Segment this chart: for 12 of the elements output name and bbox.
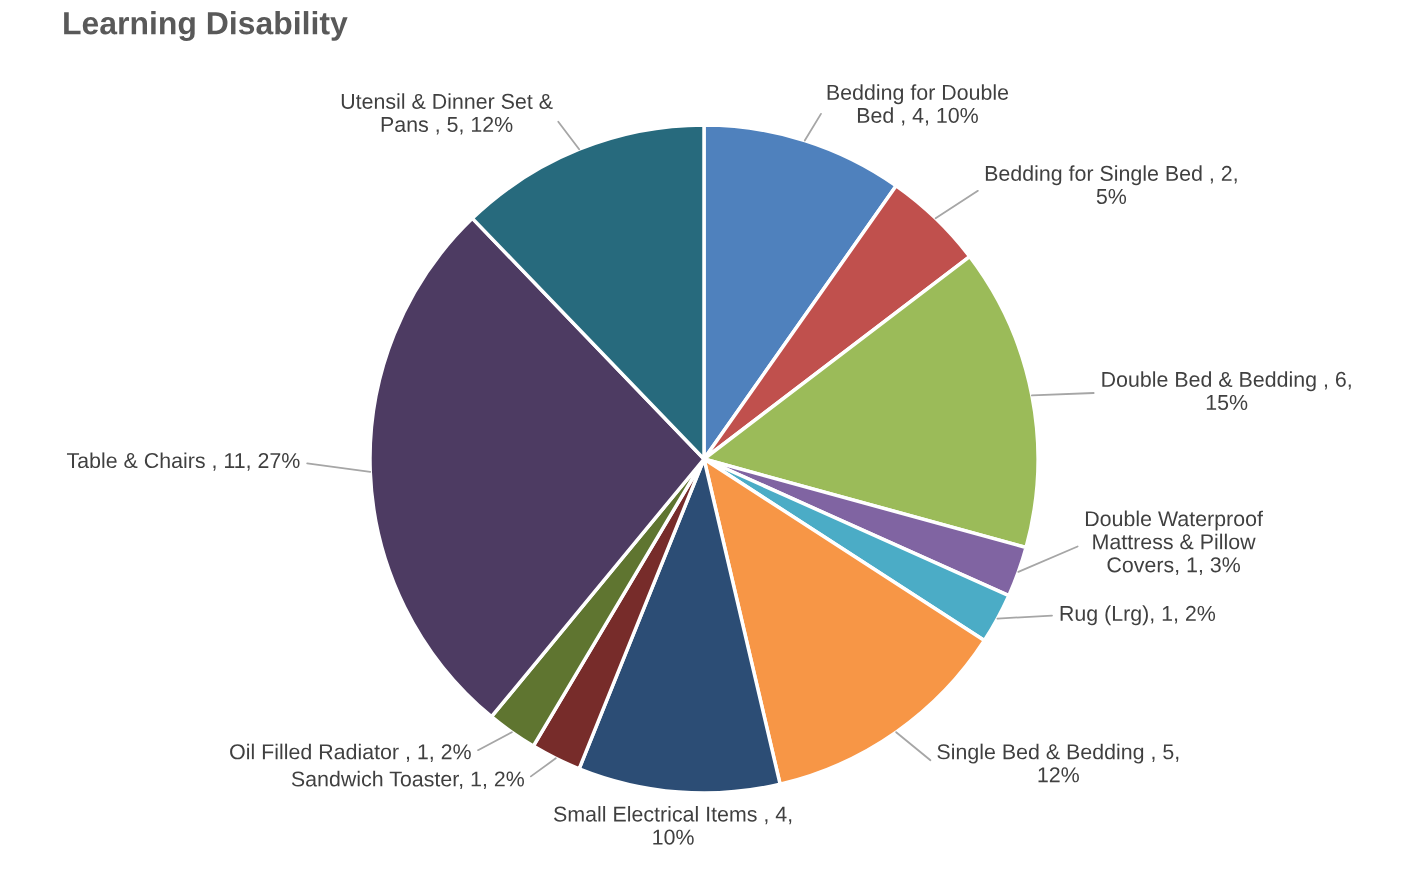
slice-label: Rug (Lrg), 1, 2% bbox=[1060, 605, 1216, 626]
slice-label: Utensil & Dinner Set & Pans , 5, 12% bbox=[341, 93, 553, 135]
slice-label: Oil Filled Radiator , 1, 2% bbox=[230, 743, 471, 762]
slice-label: Single Bed & Bedding , 5, 12% bbox=[937, 743, 1179, 783]
slice-label: Double Bed & Bedding , 6, 15% bbox=[1102, 371, 1351, 410]
slice-label: Double Waterproof Mattress & Pillow Covers, 1, 3% bbox=[1085, 510, 1263, 575]
slice-label: Table & Chairs , 11, 27% bbox=[66, 452, 300, 471]
slice-label: Bedding for Double Bed , 4, 10% bbox=[827, 84, 1009, 126]
slice-label: Sandwich Toaster, 1, 2% bbox=[291, 770, 524, 790]
chart-title: Learning Disability bbox=[64, 11, 348, 41]
slice-label: Bedding for Single Bed , 2, 5% bbox=[985, 165, 1237, 205]
slice-label: Small Electrical Items , 4, 10% bbox=[554, 805, 792, 845]
